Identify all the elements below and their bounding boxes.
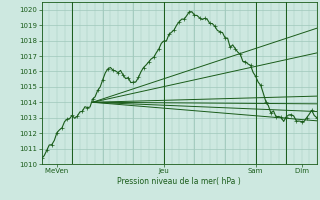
X-axis label: Pression niveau de la mer( hPa ): Pression niveau de la mer( hPa ) bbox=[117, 177, 241, 186]
